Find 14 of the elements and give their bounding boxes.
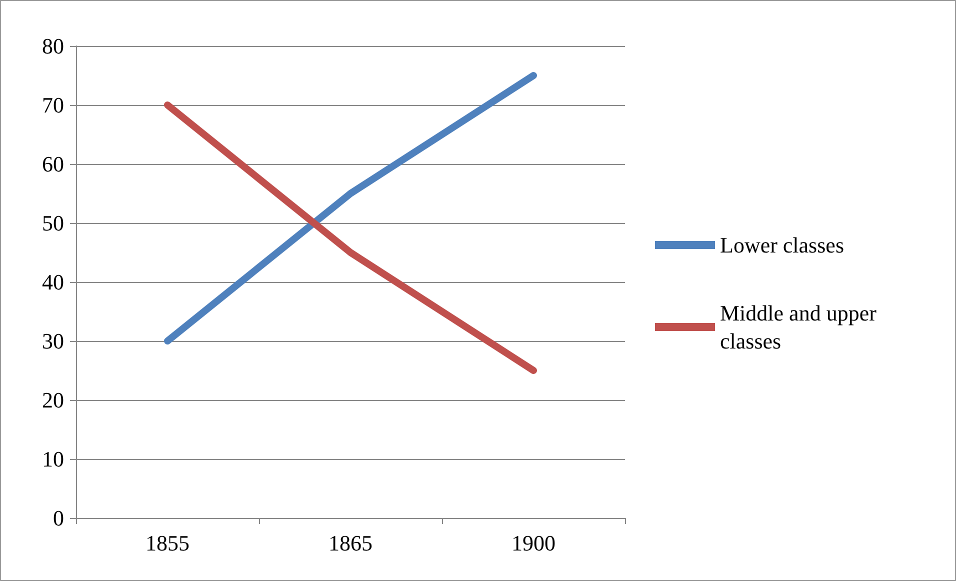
y-tick-label: 50 bbox=[42, 210, 64, 236]
y-tick-label: 10 bbox=[42, 446, 64, 472]
legend-label: Lower classes bbox=[720, 232, 844, 258]
y-tick-label: 60 bbox=[42, 152, 64, 176]
y-tick-label: 30 bbox=[42, 328, 64, 354]
y-tick-label: 0 bbox=[53, 506, 64, 530]
x-tick-label: 1900 bbox=[512, 530, 556, 556]
x-tick-label: 1855 bbox=[146, 530, 190, 556]
y-tick-label: 40 bbox=[42, 270, 64, 294]
y-tick-label: 80 bbox=[42, 34, 64, 58]
legend-label: Middle and upper classes bbox=[720, 300, 882, 354]
y-tick-label: 70 bbox=[42, 92, 64, 118]
x-tick-label: 1865 bbox=[328, 530, 372, 556]
y-tick-label: 20 bbox=[42, 388, 64, 412]
